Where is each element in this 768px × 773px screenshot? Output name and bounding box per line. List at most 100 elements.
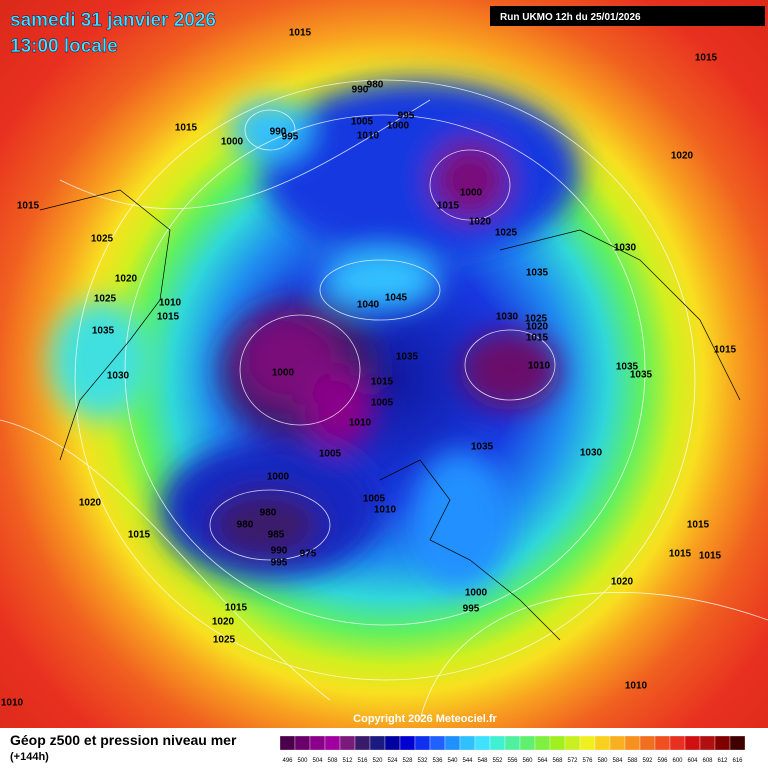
scale-label: 572 <box>567 758 578 764</box>
scale-label: 576 <box>582 758 593 764</box>
isobar-label: 1015 <box>437 201 460 212</box>
isobar-label: 1015 <box>526 333 549 344</box>
isobar-label: 1010 <box>159 298 182 309</box>
coastlines <box>39 189 741 641</box>
scale-swatch <box>639 735 656 751</box>
isobar-label: 1025 <box>91 234 114 245</box>
scale-label: 584 <box>612 758 623 764</box>
scale-swatch <box>504 735 521 751</box>
isobar-label: 1025 <box>213 635 236 646</box>
copyright: Copyright 2026 Meteociel.fr <box>353 713 497 725</box>
isobar-label: 995 <box>271 558 288 569</box>
scale-label: 564 <box>537 758 548 764</box>
scale-swatch <box>624 735 641 751</box>
scale-label: 496 <box>282 758 293 764</box>
scale-swatch <box>474 735 491 751</box>
isobar-label: 1030 <box>107 371 130 382</box>
scale-label: 580 <box>597 758 608 764</box>
scale-label: 504 <box>312 758 323 764</box>
isobar-label: 1015 <box>695 53 718 64</box>
scale-swatch <box>564 735 581 751</box>
legend-title: Géop z500 et pression niveau mer <box>10 732 237 748</box>
scale-swatch <box>324 735 341 751</box>
scale-label: 508 <box>327 758 338 764</box>
scale-swatch <box>384 735 401 751</box>
scale-label: 520 <box>372 758 383 764</box>
scale-swatch <box>369 735 386 751</box>
isobar-label: 1035 <box>616 362 639 373</box>
scale-swatch <box>489 735 506 751</box>
scale-label: 552 <box>492 758 503 764</box>
isobar-label: 1020 <box>469 217 492 228</box>
isobar-label: 1020 <box>671 151 694 162</box>
isobar-label: 1005 <box>363 494 386 505</box>
scale-swatch <box>354 735 371 751</box>
scale-label: 512 <box>342 758 353 764</box>
scale-label: 528 <box>402 758 413 764</box>
isobar-label: 1020 <box>79 498 102 509</box>
isobar-label: 1035 <box>471 442 494 453</box>
scale-label: 568 <box>552 758 563 764</box>
isobar-label: 1015 <box>157 312 180 323</box>
scale-label: 616 <box>732 758 743 764</box>
isobar-label: 995 <box>282 132 299 143</box>
map-title: samedi 31 janvier 2026 <box>10 10 216 31</box>
scale-label: 500 <box>297 758 308 764</box>
isobar-label: 1025 <box>94 294 117 305</box>
isobar-label: 1005 <box>371 398 394 409</box>
color-scale: 496 500 504 508 512 516 520 524 528 532 536 540 544 5… <box>279 735 746 764</box>
isobar-label: 1020 <box>526 322 549 333</box>
isobar-label: 1015 <box>371 377 394 388</box>
scale-label: 540 <box>447 758 458 764</box>
isobar-label: 1015 <box>289 28 312 39</box>
isobar-label: 975 <box>300 549 317 560</box>
scale-swatch <box>654 735 671 751</box>
isobar-label: 1030 <box>496 312 519 323</box>
scale-label: 560 <box>522 758 533 764</box>
isobar-label: 1035 <box>396 352 419 363</box>
isobar-label: 1035 <box>92 326 115 337</box>
isobar-label: 990 <box>270 127 287 138</box>
legend-subtitle: (+144h) <box>10 751 49 763</box>
isobar-label: 990 <box>271 546 288 557</box>
isobar-label: 1030 <box>614 243 637 254</box>
isobar-label: 1045 <box>385 293 408 304</box>
isobar-label: 1020 <box>611 577 634 588</box>
isobar-label: 1015 <box>714 345 737 356</box>
scale-swatch <box>519 735 536 751</box>
scale-swatch <box>279 735 296 751</box>
scale-label: 600 <box>672 758 683 764</box>
isobar-label: 1000 <box>465 588 488 599</box>
map-subtitle: 13:00 locale <box>10 36 118 57</box>
isobar-label: 1015 <box>128 530 151 541</box>
isobar-label: 1010 <box>625 681 648 692</box>
scale-label: 588 <box>627 758 638 764</box>
isobar-label: 1015 <box>687 520 710 531</box>
isobar-label: 1000 <box>387 121 410 132</box>
isobar-label: 1035 <box>526 268 549 279</box>
scale-swatch <box>609 735 626 751</box>
field-blobs <box>50 80 580 590</box>
isobar-label: 1015 <box>225 603 248 614</box>
scale-label: 536 <box>432 758 443 764</box>
isobar-label: 1010 <box>374 505 397 516</box>
run-info: Run UKMO 12h du 25/01/2026 <box>500 12 641 23</box>
scale-label: 604 <box>687 758 698 764</box>
isobar-label: 1035 <box>630 370 653 381</box>
scale-label: 516 <box>357 758 368 764</box>
isobar-label: 1025 <box>525 314 548 325</box>
scale-label: 544 <box>462 758 473 764</box>
isobar-label: 1010 <box>357 131 380 142</box>
isobar-label: 995 <box>463 604 480 615</box>
isobar-label: 980 <box>237 520 254 531</box>
isobar-label: 980 <box>260 508 277 519</box>
scale-swatch <box>444 735 461 751</box>
scale-swatch <box>579 735 596 751</box>
isobar-label: 1025 <box>495 228 518 239</box>
scale-swatch <box>294 735 311 751</box>
scale-label: 596 <box>657 758 668 764</box>
isobar-label: 1000 <box>267 472 290 483</box>
isobar-label: 1000 <box>272 368 295 379</box>
